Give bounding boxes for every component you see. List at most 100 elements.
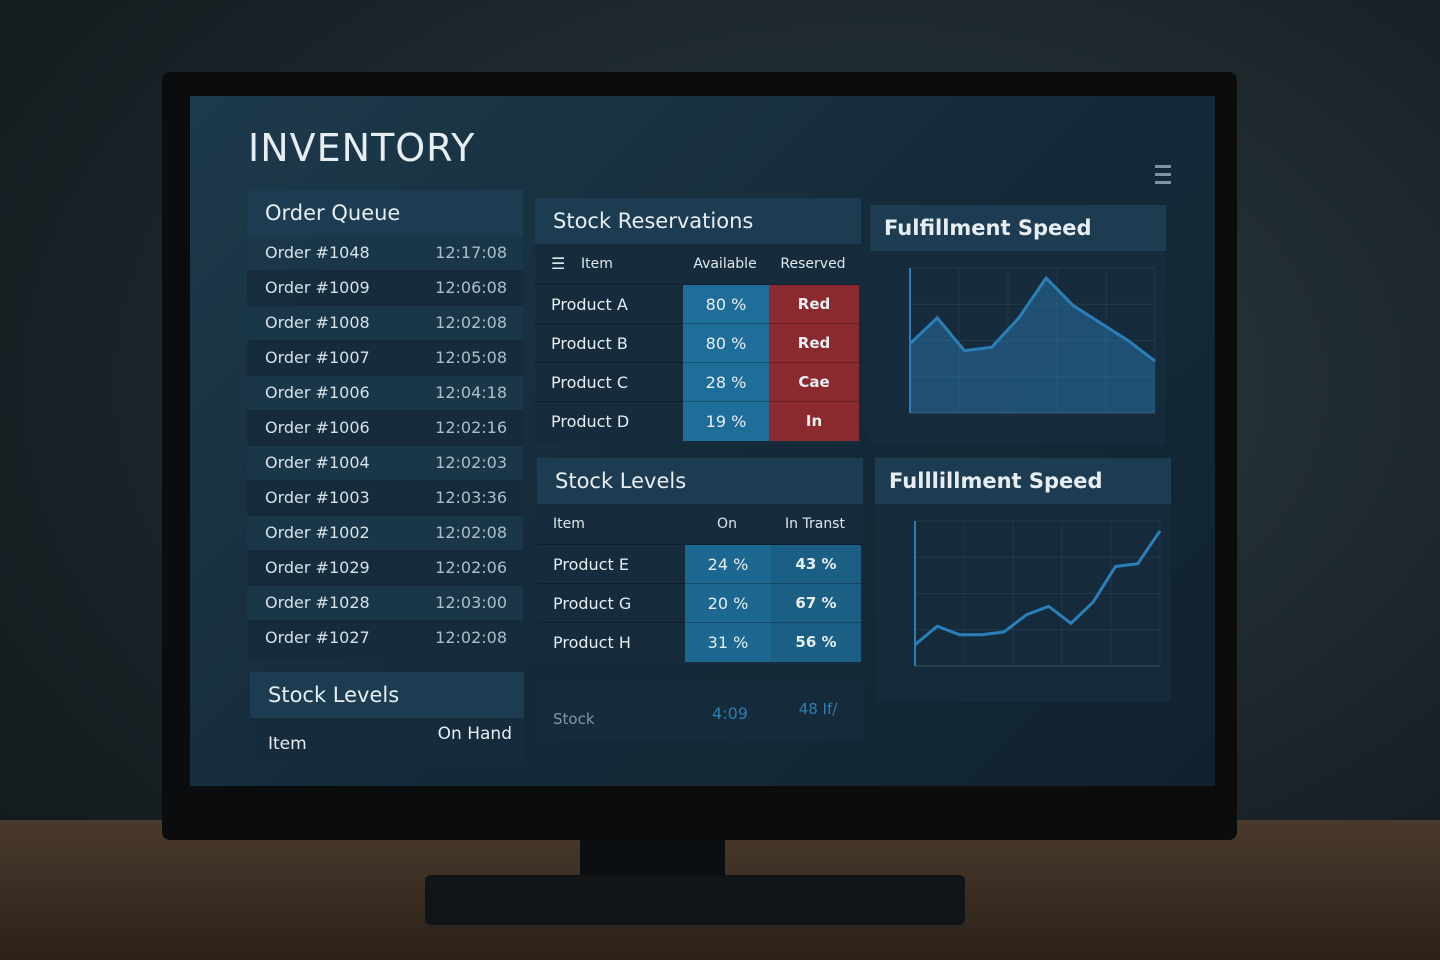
- order-time: 12:05:08: [435, 348, 507, 367]
- footer-value: 4:09: [712, 704, 748, 723]
- column-header: Reserved: [780, 256, 846, 272]
- cell-value: 19 %: [683, 402, 769, 441]
- area: [910, 278, 1155, 413]
- panel-title: Stock Levels: [250, 672, 524, 718]
- monitor-base: [425, 875, 965, 925]
- cell-value: 80 %: [683, 324, 769, 363]
- item-name: Product D: [551, 412, 630, 431]
- table-row: Product C 28 % Cae: [535, 362, 861, 402]
- column-header: On: [717, 516, 737, 532]
- order-id: Order #1004: [265, 453, 370, 472]
- order-row: Order #1009 12:06:08: [247, 271, 523, 305]
- stock-footer-panel: Stock 4:09 48 If/: [537, 680, 863, 742]
- order-id: Order #1003: [265, 488, 370, 507]
- order-time: 12:02:03: [435, 453, 507, 472]
- stock-reservations-panel: Stock Reservations ☰ Item Available Reserve…: [535, 198, 861, 444]
- order-row: Order #1027 12:02:08: [247, 621, 523, 655]
- order-time: 12:02:08: [435, 628, 507, 647]
- column-header: Item: [553, 516, 585, 532]
- item-name: Product B: [551, 334, 628, 353]
- order-time: 12:02:16: [435, 418, 507, 437]
- order-time: 12:02:08: [435, 523, 507, 542]
- cell-value: Red: [769, 324, 859, 363]
- order-time: 12:03:00: [435, 593, 507, 612]
- item-name: Product H: [553, 633, 631, 652]
- cell-value: Red: [769, 285, 859, 324]
- order-row: Order #1006 12:04:18: [247, 376, 523, 410]
- order-id: Order #1002: [265, 523, 370, 542]
- cell-value: 80 %: [683, 285, 769, 324]
- footer-value: 48 If/: [798, 700, 838, 718]
- item-name: Product A: [551, 295, 628, 314]
- order-id: Order #1008: [265, 313, 370, 332]
- order-row: Order #1029 12:02:06: [247, 551, 523, 585]
- column-header: On Hand: [437, 724, 512, 744]
- order-time: 12:02:08: [435, 313, 507, 332]
- order-time: 12:06:08: [435, 278, 507, 297]
- table-row: Product E 24 % 43 %: [537, 544, 863, 584]
- order-time: 12:02:06: [435, 558, 507, 577]
- order-id: Order #1028: [265, 593, 370, 612]
- chart: [908, 267, 1156, 414]
- column-header: Available: [693, 256, 757, 272]
- order-row: Order #1003 12:03:36: [247, 481, 523, 515]
- item-name: Product C: [551, 373, 629, 392]
- order-id: Order #1009: [265, 278, 370, 297]
- table-row: Product B 80 % Red: [535, 323, 861, 363]
- column-header: Item: [581, 256, 613, 272]
- table-row: Product H 31 % 56 %: [537, 622, 863, 662]
- order-id: Order #1007: [265, 348, 370, 367]
- item-name: Product E: [553, 555, 629, 574]
- table-header: ☰ Item Available Reserved: [535, 244, 861, 284]
- cell-value: Cae: [769, 363, 859, 402]
- chart-title: Fulllillment Speed: [875, 458, 1171, 504]
- order-row: Order #1006 12:02:16: [247, 411, 523, 445]
- order-row: Order #1007 12:05:08: [247, 341, 523, 375]
- stock-levels-bottom-panel: Stock Levels Item On Hand: [250, 672, 524, 762]
- cell-value: 67 %: [771, 584, 861, 623]
- cell-value: 56 %: [771, 623, 861, 662]
- chart-panel: Fulllillment Speed: [875, 458, 1171, 702]
- order-id: Order #1027: [265, 628, 370, 647]
- line: [914, 530, 1162, 646]
- order-row: Order #1048 12:17:08: [247, 236, 523, 270]
- cell-value: 24 %: [685, 545, 771, 584]
- order-id: Order #1006: [265, 383, 370, 402]
- order-row: Order #1028 12:03:00: [247, 586, 523, 620]
- chart-panel: Fulfillment Speed: [870, 205, 1166, 445]
- order-id: Order #1006: [265, 418, 370, 437]
- table-row: Product G 20 % 67 %: [537, 583, 863, 623]
- order-row: Order #1002 12:02:08: [247, 516, 523, 550]
- stock-levels-panel: Stock Levels Item On In Transt Product E 24 …: [537, 458, 863, 664]
- order-time: 12:04:18: [435, 383, 507, 402]
- list-icon: ☰: [551, 254, 566, 273]
- cell-value: 43 %: [771, 545, 861, 584]
- order-row: Order #1008 12:02:08: [247, 306, 523, 340]
- chart-title: Fulfillment Speed: [870, 205, 1166, 251]
- line: [908, 275, 1156, 363]
- order-time: 12:17:08: [435, 243, 507, 262]
- item-name: Product G: [553, 594, 632, 613]
- order-id: Order #1048: [265, 243, 370, 262]
- panel-title: Order Queue: [247, 190, 523, 236]
- page-title: INVENTORY: [248, 126, 476, 170]
- footer-label: Stock: [553, 710, 595, 728]
- order-queue-panel: Order Queue Order #1048 12:17:08 Order #10…: [247, 190, 523, 660]
- table-row: Product A 80 % Red: [535, 284, 861, 324]
- cell-value: In: [769, 402, 859, 441]
- panel-title: Stock Reservations: [535, 198, 861, 244]
- cell-value: 20 %: [685, 584, 771, 623]
- chart: [914, 520, 1162, 667]
- table-header: Item On In Transt: [537, 504, 863, 544]
- cell-value: 28 %: [683, 363, 769, 402]
- cell-value: 31 %: [685, 623, 771, 662]
- order-id: Order #1029: [265, 558, 370, 577]
- menu-icon[interactable]: [1155, 165, 1171, 189]
- column-header: Item: [268, 734, 307, 754]
- column-header: In Transt: [785, 516, 845, 532]
- table-row: Product D 19 % In: [535, 401, 861, 441]
- panel-title: Stock Levels: [537, 458, 863, 504]
- order-time: 12:03:36: [435, 488, 507, 507]
- order-row: Order #1004 12:02:03: [247, 446, 523, 480]
